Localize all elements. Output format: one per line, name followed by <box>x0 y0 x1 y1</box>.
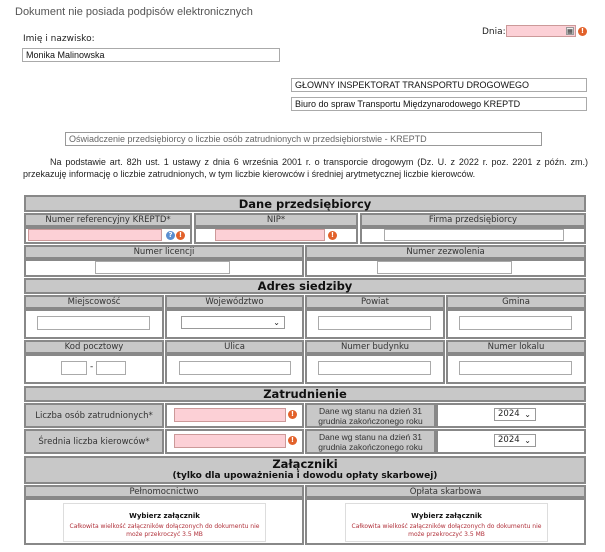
error-icon: ! <box>328 231 337 240</box>
calendar-icon[interactable]: ▦ <box>566 27 574 35</box>
year1-value: 2024 <box>498 409 520 419</box>
employees-label: Liczba osób zatrudnionych* <box>24 403 164 428</box>
help-icon[interactable]: ? <box>166 231 175 240</box>
chevron-down-icon: ⌄ <box>273 318 280 327</box>
section-attachments: Załączniki (tylko dla upoważnienia i dow… <box>24 456 586 484</box>
permit-input[interactable] <box>377 261 512 274</box>
permit-label: Numer zezwolenia <box>305 245 586 259</box>
unit-input[interactable] <box>459 361 572 375</box>
year1-select[interactable]: 2024 ⌄ <box>494 408 536 421</box>
employees-input[interactable] <box>174 408 286 422</box>
postal-label: Kod pocztowy <box>24 340 164 354</box>
voivodeship-label: Województwo <box>165 295 304 309</box>
building-label: Numer budynku <box>305 340 445 354</box>
ref-label: Numer referencyjny KREPTD* <box>24 213 192 227</box>
error-icon: ! <box>288 410 297 419</box>
document-title: Oświadczenie przedsiębiorcy o liczbie os… <box>65 132 542 146</box>
poa-attach-button[interactable]: Wybierz załącznik Całkowita wielkość zał… <box>63 503 266 542</box>
postal-separator: - <box>90 362 94 372</box>
street-input[interactable] <box>179 361 291 375</box>
building-input[interactable] <box>318 361 431 375</box>
year2-value: 2024 <box>498 435 520 445</box>
commune-input[interactable] <box>459 316 572 330</box>
section-address: Adres siedziby <box>24 278 586 294</box>
postal-cell <box>24 354 164 384</box>
as-of-label: Dane wg stanu na dzień 31 grudnia zakońc… <box>305 403 436 428</box>
year2-select[interactable]: 2024 ⌄ <box>494 434 536 447</box>
error-icon: ! <box>578 27 587 36</box>
postal-input-2[interactable] <box>96 361 126 375</box>
licence-label: Numer licencji <box>24 245 304 259</box>
choose-label: Wybierz załącznik <box>411 512 482 520</box>
name-input[interactable]: Monika Malinowska <box>22 48 280 62</box>
fee-label: Opłata skarbowa <box>305 485 586 498</box>
name-label: Imię i nazwisko: <box>23 34 95 44</box>
error-icon: ! <box>176 231 185 240</box>
nip-input[interactable] <box>215 229 325 241</box>
county-input[interactable] <box>318 316 431 330</box>
county-label: Powiat <box>305 295 445 309</box>
city-label: Miejscowość <box>24 295 164 309</box>
firm-input[interactable] <box>384 229 564 241</box>
ref-input[interactable] <box>28 229 162 241</box>
chevron-down-icon: ⌄ <box>524 410 531 419</box>
unit-label: Numer lokalu <box>446 340 586 354</box>
error-icon: ! <box>288 436 297 445</box>
postal-input-1[interactable] <box>61 361 87 375</box>
drivers-input[interactable] <box>174 434 286 448</box>
signature-status: Dokument nie posiada podpisów elektronic… <box>15 6 253 18</box>
voivodeship-select[interactable]: ⌄ <box>181 316 285 329</box>
recipient-line2: Biuro do spraw Transportu Międzynarodowe… <box>291 97 587 111</box>
nip-label: NIP* <box>194 213 358 227</box>
limit-note: Całkowita wielkość załączników dołączony… <box>69 523 260 538</box>
as-of-label: Dane wg stanu na dzień 31 grudnia zakońc… <box>305 429 436 454</box>
poa-label: Pełnomocnictwo <box>24 485 304 498</box>
city-input[interactable] <box>37 316 150 330</box>
date-label: Dnia: <box>482 27 506 37</box>
recipient-line1: GŁOWNY INSPEKTORAT TRANSPORTU DROGOWEGO <box>291 78 587 92</box>
choose-label: Wybierz załącznik <box>129 512 200 520</box>
street-label: Ulica <box>165 340 304 354</box>
attachments-title: Załączniki <box>272 457 338 471</box>
section-company: Dane przedsiębiorcy <box>24 195 586 212</box>
limit-note: Całkowita wielkość załączników dołączony… <box>351 523 542 538</box>
section-employment: Zatrudnienie <box>24 386 586 402</box>
commune-label: Gmina <box>446 295 586 309</box>
date-input[interactable] <box>506 25 576 37</box>
firm-label: Firma przedsiębiorcy <box>360 213 586 227</box>
drivers-label: Średnia liczba kierowców* <box>24 429 164 454</box>
intro-text: Na podstawie art. 82h ust. 1 ustawy z dn… <box>23 157 588 179</box>
fee-attach-button[interactable]: Wybierz załącznik Całkowita wielkość zał… <box>345 503 548 542</box>
chevron-down-icon: ⌄ <box>524 436 531 445</box>
attachments-subtitle: (tylko dla upoważnienia i dowodu opłaty … <box>172 471 438 481</box>
licence-input[interactable] <box>95 261 230 274</box>
